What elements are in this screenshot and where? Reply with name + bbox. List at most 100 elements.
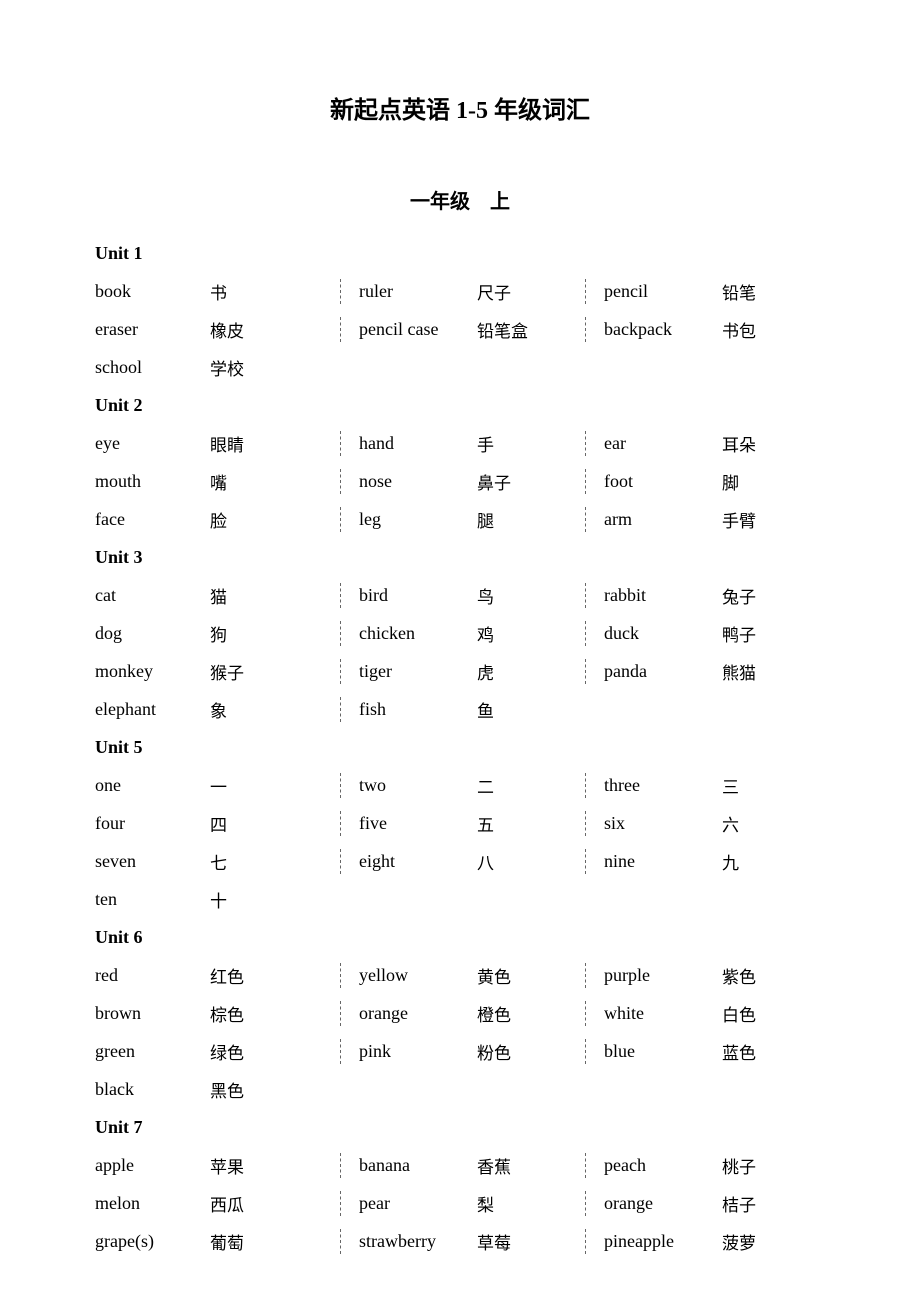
vocab-row: eye眼睛hand手ear耳朵 (95, 424, 825, 462)
vocab-chinese: 嘴 (210, 469, 227, 494)
vocab-english: eye (95, 433, 210, 454)
vocab-chinese: 六 (722, 811, 739, 836)
vocab-chinese: 橙色 (477, 1001, 511, 1026)
vocab-chinese: 一 (210, 773, 227, 798)
vocab-chinese: 菠萝 (722, 1229, 756, 1254)
vocab-english: pear (359, 1193, 477, 1214)
vocab-english: yellow (359, 965, 477, 986)
vocab-chinese: 脸 (210, 507, 227, 532)
vocab-chinese: 手臂 (722, 507, 756, 532)
unit-header-row: Unit 5 (95, 728, 825, 766)
vocab-english: ruler (359, 281, 477, 302)
vocab-cell: book书 (95, 279, 340, 304)
vocab-english: banana (359, 1155, 477, 1176)
vocab-chinese: 葡萄 (210, 1229, 244, 1254)
vocab-cell: pineapple菠萝 (585, 1229, 825, 1254)
vocab-cell: pear梨 (340, 1191, 585, 1216)
vocab-english: four (95, 813, 210, 834)
vocab-chinese: 狗 (210, 621, 227, 646)
vocab-chinese: 橡皮 (210, 317, 244, 342)
vocab-chinese: 棕色 (210, 1001, 244, 1026)
vocab-english: panda (604, 661, 722, 682)
vocab-english: face (95, 509, 210, 530)
vocab-english: ten (95, 889, 210, 910)
vocab-cell: purple紫色 (585, 963, 825, 988)
vocab-cell: bird鸟 (340, 583, 585, 608)
unit-header: Unit 1 (95, 243, 340, 264)
vocab-english: arm (604, 509, 722, 530)
vocab-english: rabbit (604, 585, 722, 606)
vocab-english: pencil case (359, 319, 477, 340)
vocab-cell: orange桔子 (585, 1191, 825, 1216)
vocab-english: purple (604, 965, 722, 986)
unit-header-label: Unit 5 (95, 737, 143, 758)
vocab-english: melon (95, 1193, 210, 1214)
unit-header: Unit 3 (95, 547, 340, 568)
unit-header-label: Unit 3 (95, 547, 143, 568)
vocab-cell: pink粉色 (340, 1039, 585, 1064)
vocab-cell: eight八 (340, 849, 585, 874)
vocab-chinese: 脚 (722, 469, 739, 494)
vocab-chinese: 三 (722, 773, 739, 798)
vocab-cell: six六 (585, 811, 825, 836)
vocab-chinese: 手 (477, 431, 494, 456)
vocab-english: one (95, 775, 210, 796)
vocab-chinese: 兔子 (722, 583, 756, 608)
unit-header-label: Unit 1 (95, 243, 143, 264)
vocab-english: tiger (359, 661, 477, 682)
vocab-chinese: 熊猫 (722, 659, 756, 684)
vocab-chinese: 黄色 (477, 963, 511, 988)
vocab-cell: white白色 (585, 1001, 825, 1026)
vocab-chinese: 二 (477, 773, 494, 798)
vocab-chinese: 桃子 (722, 1153, 756, 1178)
vocab-cell: seven七 (95, 849, 340, 874)
vocab-chinese: 梨 (477, 1191, 494, 1216)
vocab-cell: apple苹果 (95, 1153, 340, 1178)
vocab-cell: ruler尺子 (340, 279, 585, 304)
vocab-english: brown (95, 1003, 210, 1024)
vocab-row: eraser橡皮pencil case铅笔盒backpack书包 (95, 310, 825, 348)
vocab-english: backpack (604, 319, 722, 340)
vocab-row: school学校 (95, 348, 825, 386)
vocab-cell: elephant象 (95, 697, 340, 722)
vocab-row: monkey猴子tiger虎panda熊猫 (95, 652, 825, 690)
vocab-cell: backpack书包 (585, 317, 825, 342)
vocab-english: six (604, 813, 722, 834)
vocab-english: five (359, 813, 477, 834)
vocab-cell: arm手臂 (585, 507, 825, 532)
vocab-row: face脸 leg腿 arm手臂 (95, 500, 825, 538)
vocab-cell: panda熊猫 (585, 659, 825, 684)
vocab-row: seven七eight八nine九 (95, 842, 825, 880)
vocab-english: monkey (95, 661, 210, 682)
vocab-english: school (95, 357, 210, 378)
vocab-chinese: 蓝色 (722, 1039, 756, 1064)
vocab-cell: nose鼻子 (340, 469, 585, 494)
vocab-cell: banana香蕉 (340, 1153, 585, 1178)
vocab-chinese: 眼睛 (210, 431, 244, 456)
vocab-chinese: 黑色 (210, 1077, 244, 1102)
vocab-row: red红色yellow黄色purple紫色 (95, 956, 825, 994)
vocab-english: leg (359, 509, 477, 530)
vocab-cell: dog狗 (95, 621, 340, 646)
vocab-cell: ten十 (95, 887, 340, 912)
vocab-english: bird (359, 585, 477, 606)
vocab-chinese: 腿 (477, 507, 494, 532)
vocab-english: dog (95, 623, 210, 644)
vocab-chinese: 鸡 (477, 621, 494, 646)
vocab-cell: ear耳朵 (585, 431, 825, 456)
vocab-chinese: 猫 (210, 583, 227, 608)
unit-header: Unit 2 (95, 395, 340, 416)
vocab-chinese: 四 (210, 811, 227, 836)
vocab-english: ear (604, 433, 722, 454)
vocab-english: eraser (95, 319, 210, 340)
vocab-english: eight (359, 851, 477, 872)
vocab-row: one一two二three三 (95, 766, 825, 804)
vocab-english: white (604, 1003, 722, 1024)
unit-header-label: Unit 2 (95, 395, 143, 416)
unit-header-row: Unit 6 (95, 918, 825, 956)
vocab-english: peach (604, 1155, 722, 1176)
unit-header: Unit 7 (95, 1117, 340, 1138)
vocab-cell: eye眼睛 (95, 431, 340, 456)
vocab-english: green (95, 1041, 210, 1062)
vocab-chinese: 铅笔 (722, 279, 756, 304)
